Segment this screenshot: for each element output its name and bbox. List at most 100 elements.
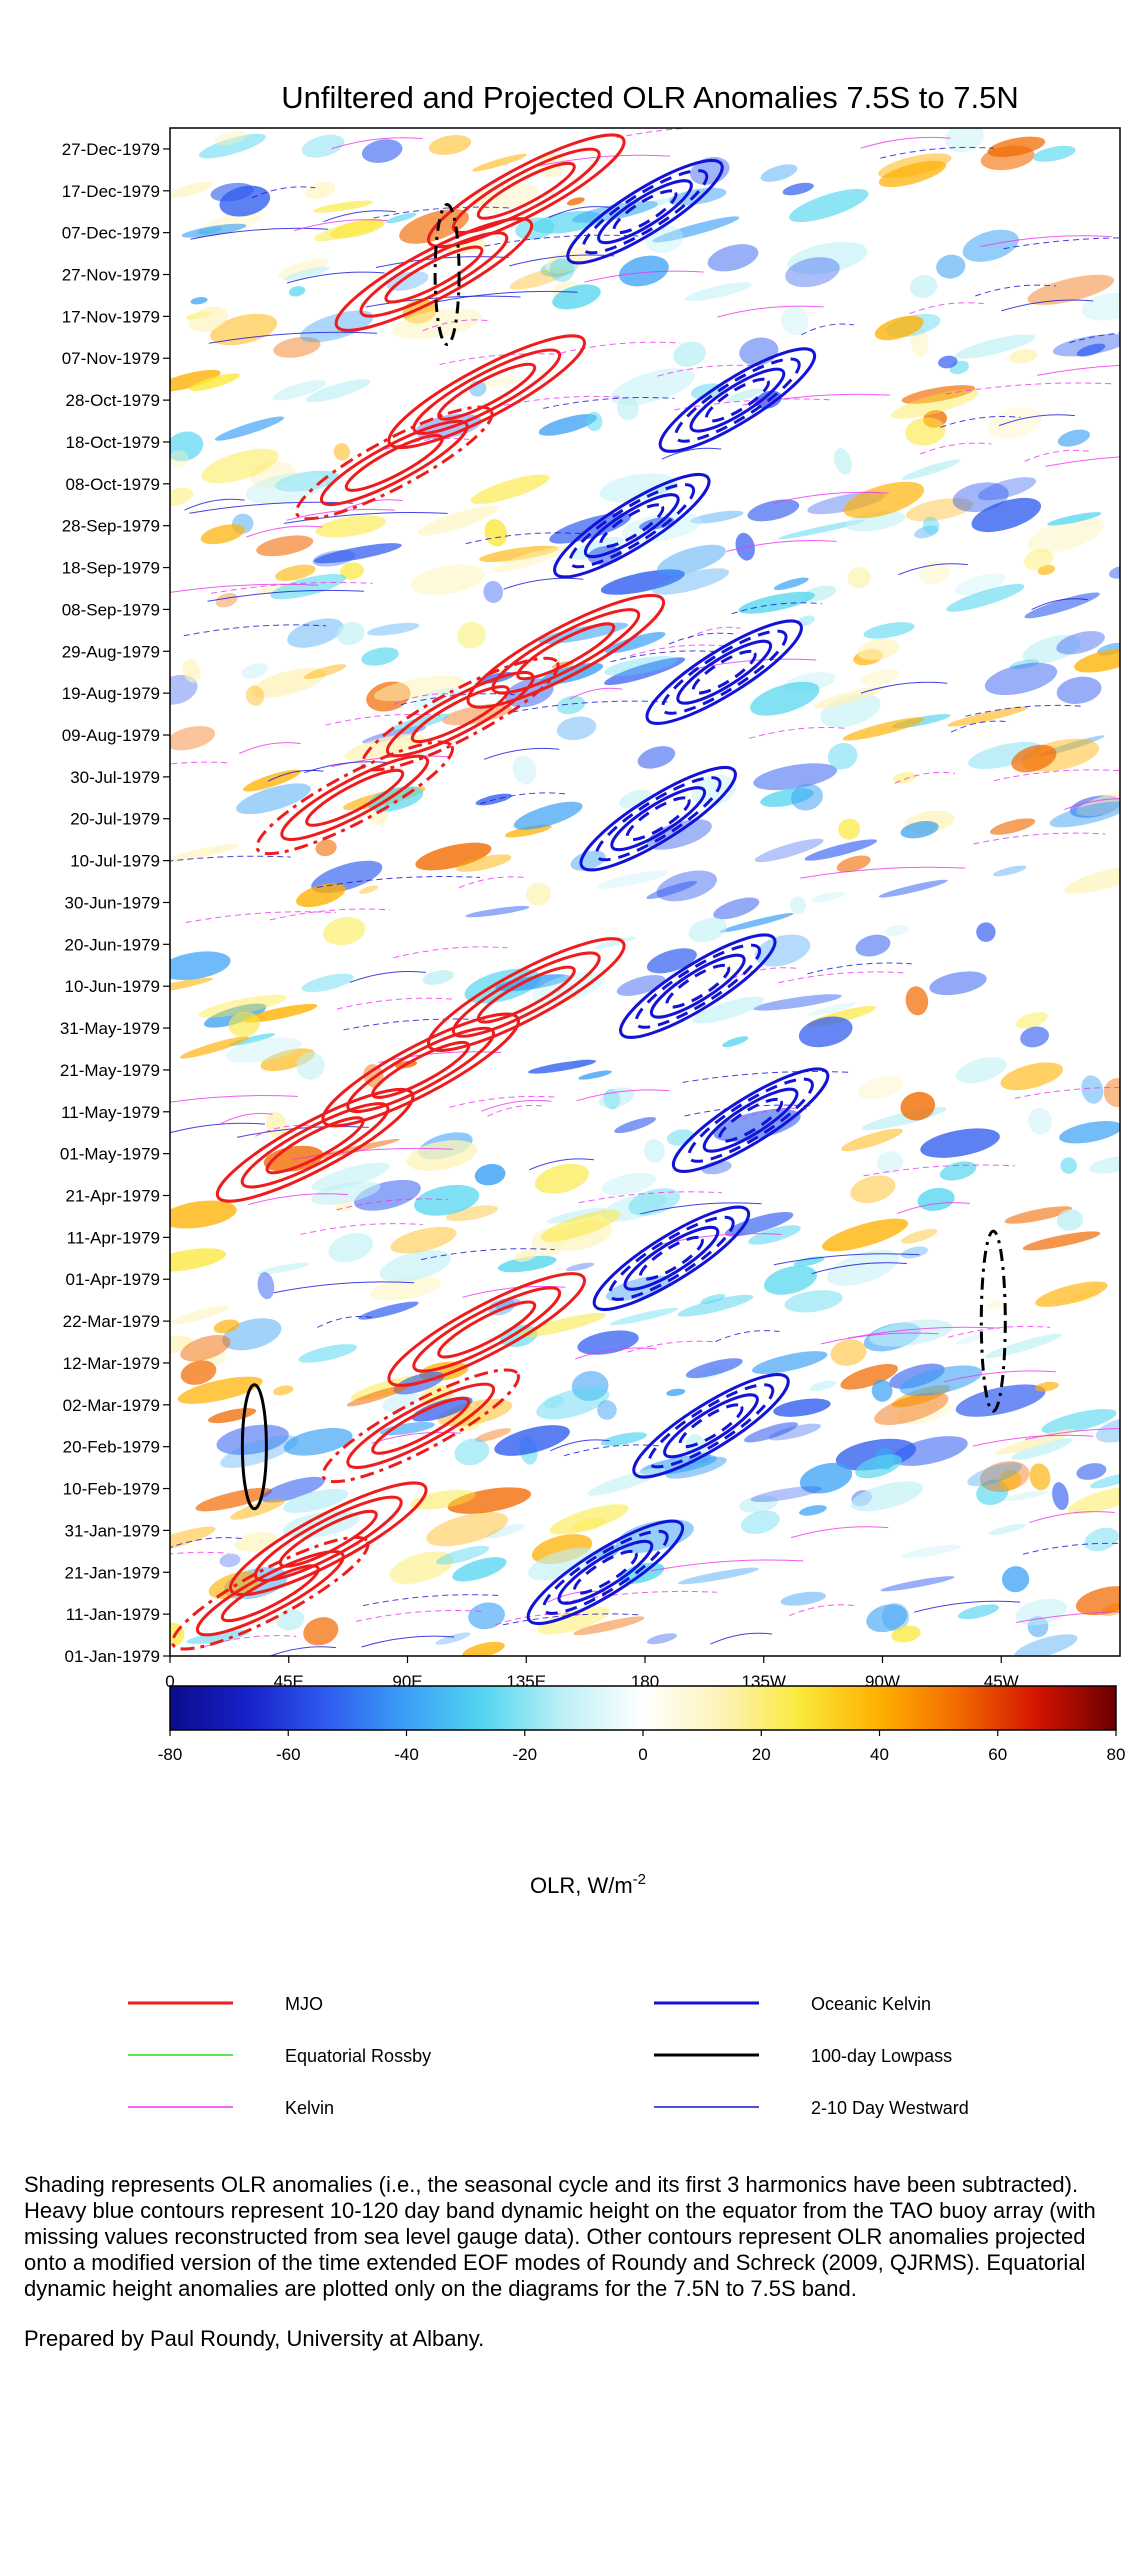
olr-anomaly-blob bbox=[1075, 1586, 1120, 1616]
olr-anomaly-blob bbox=[215, 592, 238, 608]
olr-anomaly-blob bbox=[494, 1425, 570, 1456]
thin-contour bbox=[509, 254, 615, 267]
olr-anomaly-blob bbox=[597, 1400, 617, 1420]
thin-contour bbox=[207, 589, 364, 602]
y-tick-label: 30-Jun-1979 bbox=[65, 893, 160, 912]
y-tick-label: 20-Jul-1979 bbox=[70, 810, 160, 829]
olr-anomaly-blob bbox=[216, 1424, 289, 1455]
olr-anomaly-blob bbox=[754, 934, 811, 967]
olr-anomaly-blob bbox=[241, 663, 268, 679]
olr-anomaly-blob bbox=[315, 839, 337, 857]
olr-anomaly-blob bbox=[573, 1616, 645, 1636]
olr-anomaly-blob bbox=[497, 1255, 557, 1273]
mjo-contour bbox=[491, 608, 641, 695]
oceanic-kelvin-contour bbox=[592, 1205, 751, 1312]
olr-anomaly-blob bbox=[646, 881, 698, 899]
oceanic-kelvin-contour bbox=[658, 347, 817, 453]
thin-contour bbox=[371, 1431, 462, 1444]
olr-anomaly-blob bbox=[198, 133, 266, 159]
olr-anomaly-blob bbox=[842, 717, 925, 741]
olr-anomaly-blob bbox=[1037, 564, 1056, 576]
olr-anomaly-blob bbox=[909, 274, 938, 299]
olr-anomaly-blob bbox=[346, 1384, 409, 1407]
oceanic-kelvin-contour bbox=[594, 776, 722, 862]
olr-anomaly-blob bbox=[303, 1617, 339, 1646]
date-axis: 01-Jan-1979 11-Jan-1979 21-Jan-1979 31-Jan-… bbox=[60, 140, 170, 1666]
olr-anomaly-blob bbox=[739, 1495, 779, 1513]
olr-anomaly-blob bbox=[843, 481, 925, 519]
olr-anomaly-blob bbox=[604, 656, 678, 676]
y-tick-label: 08-Sep-1979 bbox=[62, 600, 160, 619]
olr-anomaly-blob bbox=[225, 1037, 302, 1063]
olr-anomaly-blob bbox=[195, 1487, 273, 1512]
olr-anomaly-blob bbox=[782, 182, 814, 196]
olr-anomaly-blob bbox=[793, 1256, 825, 1267]
oceanic-kelvin-contour bbox=[597, 179, 693, 245]
thin-contour bbox=[800, 866, 966, 879]
olr-anomaly-blob bbox=[855, 934, 891, 957]
thin-contour bbox=[1037, 364, 1120, 376]
thin-contour bbox=[189, 501, 354, 514]
olr-anomaly-blob bbox=[549, 257, 575, 282]
olr-anomaly-blob bbox=[987, 136, 1046, 157]
olr-anomaly-blob bbox=[618, 255, 669, 287]
olr-anomaly-blob bbox=[483, 581, 504, 603]
olr-anomaly-blob bbox=[827, 742, 858, 770]
olr-anomaly-blob bbox=[170, 726, 216, 751]
colorbar-tick-label: -80 bbox=[158, 1745, 183, 1764]
colorbar-tick-label: -40 bbox=[394, 1745, 419, 1764]
oceanic-kelvin-contour bbox=[649, 953, 746, 1019]
olr-anomaly-blob bbox=[773, 577, 809, 591]
olr-anomaly-blob bbox=[656, 544, 726, 576]
olr-anomaly-blob bbox=[750, 681, 820, 716]
thin-contour bbox=[384, 438, 470, 450]
oceanic-kelvin-contour bbox=[702, 1087, 799, 1153]
y-tick-label: 20-Feb-1979 bbox=[63, 1438, 160, 1457]
olr-anomaly-blob bbox=[538, 414, 597, 436]
thin-contour bbox=[897, 1202, 970, 1214]
thin-contour bbox=[300, 1223, 423, 1235]
thin-contour bbox=[880, 146, 995, 159]
olr-anomaly-blob bbox=[866, 1604, 908, 1633]
olr-anomaly-blob bbox=[287, 618, 344, 648]
olr-anomaly-blob bbox=[546, 1207, 607, 1224]
thin-contour bbox=[336, 1198, 449, 1211]
olr-anomaly-blob bbox=[323, 916, 366, 946]
colorbar-tick-label: 40 bbox=[870, 1745, 889, 1764]
olr-anomaly-blob bbox=[840, 1128, 903, 1152]
thin-contour bbox=[569, 687, 623, 700]
olr-anomaly-blob bbox=[409, 1489, 476, 1510]
olr-anomaly-blob bbox=[764, 1265, 817, 1295]
olr-anomaly-blob bbox=[468, 1602, 505, 1630]
olr-anomaly-blob bbox=[389, 1551, 454, 1584]
thin-contour bbox=[651, 1559, 804, 1572]
olr-anomaly-blob bbox=[170, 181, 213, 198]
olr-anomaly-blob bbox=[565, 1262, 595, 1272]
caption-credit: Prepared by Paul Roundy, University at A… bbox=[24, 2326, 485, 2351]
thin-contour bbox=[560, 341, 681, 354]
colorbar-label: OLR, W/m-2 bbox=[530, 1871, 646, 1898]
olr-anomaly-blob bbox=[514, 1249, 538, 1262]
mjo-contour bbox=[427, 937, 626, 1052]
olr-anomaly-blob bbox=[692, 996, 765, 1024]
thin-contour bbox=[1031, 598, 1088, 611]
olr-anomaly-blob bbox=[1056, 676, 1102, 704]
olr-anomaly-blob bbox=[616, 975, 666, 996]
olr-anomaly-blob bbox=[946, 583, 1025, 612]
olr-anomaly-blob bbox=[804, 839, 878, 861]
colorbar-tick-label: 60 bbox=[988, 1745, 1007, 1764]
mjo-contour bbox=[280, 754, 430, 841]
olr-anomaly-blob bbox=[881, 1602, 910, 1632]
olr-anomaly-blob bbox=[472, 153, 527, 172]
olr-anomaly-blob bbox=[484, 519, 508, 547]
olr-anomaly-blob bbox=[1034, 1381, 1059, 1392]
olr-anomaly-blob bbox=[976, 922, 996, 942]
thin-contour bbox=[184, 498, 245, 511]
olr-anomaly-blob bbox=[990, 818, 1036, 835]
thin-contour bbox=[731, 967, 799, 980]
thin-contour bbox=[170, 855, 291, 862]
mjo-contour bbox=[387, 1272, 586, 1387]
olr-anomaly-blob bbox=[827, 1249, 900, 1286]
thin-contour bbox=[1001, 299, 1094, 312]
olr-anomaly-blob bbox=[1022, 634, 1081, 664]
